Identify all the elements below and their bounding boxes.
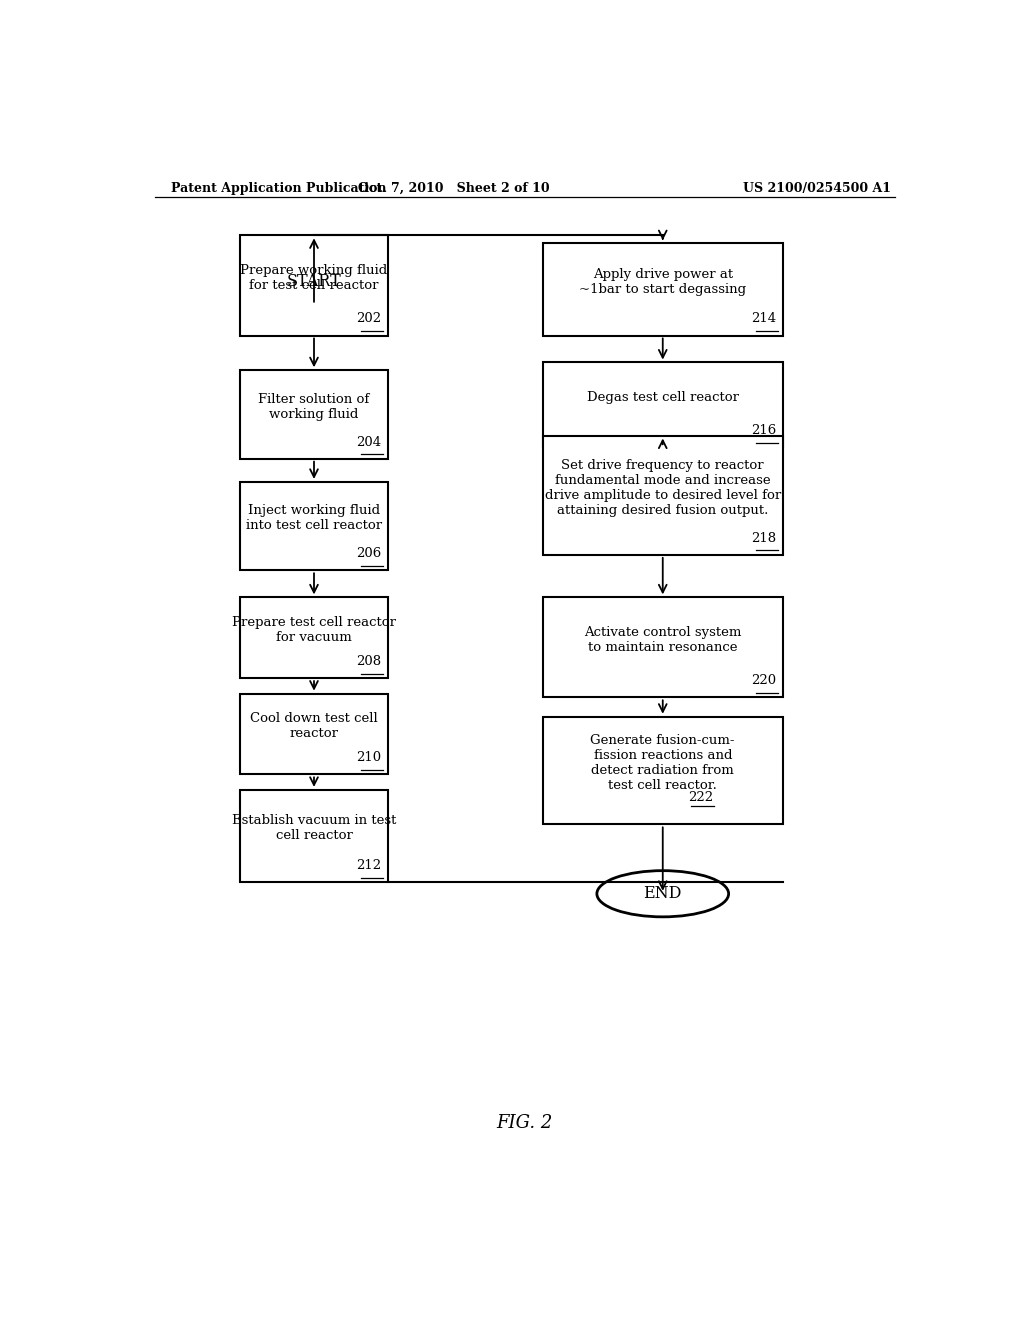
Text: Prepare working fluid
for test cell reactor: Prepare working fluid for test cell reac… [241, 264, 388, 292]
Text: Generate fusion-cum-
fission reactions and
detect radiation from
test cell react: Generate fusion-cum- fission reactions a… [591, 734, 735, 792]
Bar [543, 243, 783, 335]
Text: START: START [287, 273, 341, 290]
Text: 218: 218 [752, 532, 776, 545]
Text: 214: 214 [752, 313, 776, 326]
Text: FIG. 2: FIG. 2 [497, 1114, 553, 1133]
Bar [241, 235, 388, 335]
Text: 222: 222 [688, 791, 713, 804]
Text: Inject working fluid
into test cell reactor: Inject working fluid into test cell reac… [246, 504, 382, 532]
Text: Activate control system
to maintain resonance: Activate control system to maintain reso… [584, 626, 741, 653]
Bar [241, 693, 388, 775]
Bar [543, 436, 783, 554]
Ellipse shape [256, 259, 372, 305]
Bar [241, 598, 388, 678]
Bar [543, 363, 783, 447]
Text: 204: 204 [356, 436, 381, 449]
Text: 212: 212 [356, 859, 381, 873]
Text: END: END [643, 886, 682, 903]
Text: Cool down test cell
reactor: Cool down test cell reactor [250, 713, 378, 741]
Text: Oct. 7, 2010   Sheet 2 of 10: Oct. 7, 2010 Sheet 2 of 10 [357, 182, 549, 194]
Text: Filter solution of
working fluid: Filter solution of working fluid [258, 393, 370, 421]
Text: Establish vacuum in test
cell reactor: Establish vacuum in test cell reactor [231, 814, 396, 842]
Text: Apply drive power at
~1bar to start degassing: Apply drive power at ~1bar to start dega… [580, 268, 746, 296]
Text: Set drive frequency to reactor
fundamental mode and increase
drive amplitude to : Set drive frequency to reactor fundament… [545, 458, 781, 516]
Bar [241, 789, 388, 882]
Bar [241, 370, 388, 459]
Text: Patent Application Publication: Patent Application Publication [171, 182, 386, 194]
Text: US 2100/0254500 A1: US 2100/0254500 A1 [743, 182, 891, 194]
Ellipse shape [597, 871, 729, 917]
Bar [543, 717, 783, 825]
Text: 206: 206 [356, 548, 381, 561]
Text: 202: 202 [356, 313, 381, 326]
Bar [543, 598, 783, 697]
Text: 220: 220 [752, 675, 776, 688]
Text: 210: 210 [356, 751, 381, 764]
Text: 216: 216 [752, 424, 776, 437]
Text: Prepare test cell reactor
for vacuum: Prepare test cell reactor for vacuum [232, 616, 396, 644]
Text: 208: 208 [356, 655, 381, 668]
Text: Degas test cell reactor: Degas test cell reactor [587, 391, 738, 404]
Bar [241, 482, 388, 570]
